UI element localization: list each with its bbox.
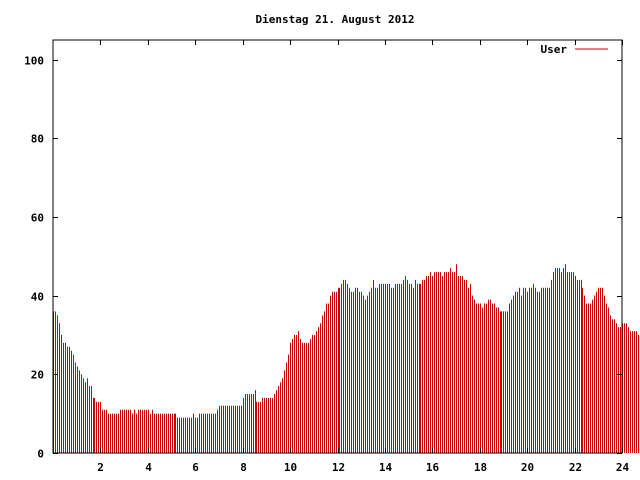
x-tick-label: 24 <box>616 461 630 474</box>
x-tick-label: 14 <box>379 461 393 474</box>
x-tick-label: 6 <box>192 461 199 474</box>
x-tick-label: 4 <box>145 461 152 474</box>
y-axis: 0 20 40 60 80 100 <box>24 55 622 461</box>
x-tick-label: 20 <box>521 461 534 474</box>
plot-frame <box>52 39 623 454</box>
y-tick-label: 20 <box>31 369 44 382</box>
y-tick-label: 0 <box>37 448 44 461</box>
x-tick-label: 10 <box>284 461 297 474</box>
x-axis: 2 4 6 8 10 12 14 16 18 20 22 24 <box>97 40 629 474</box>
x-tick-label: 22 <box>569 461 582 474</box>
bars-group <box>53 264 639 453</box>
y-tick-label: 80 <box>31 133 44 146</box>
legend: User <box>541 43 608 56</box>
x-tick-label: 12 <box>332 461 345 474</box>
x-tick-label: 16 <box>426 461 440 474</box>
y-tick-label: 40 <box>31 291 44 304</box>
x-tick-label: 18 <box>474 461 487 474</box>
y-tick-label: 100 <box>24 55 44 68</box>
y-tick-label: 60 <box>31 212 44 225</box>
x-tick-label: 8 <box>240 461 247 474</box>
legend-label-user: User <box>541 43 568 56</box>
chart-title: Dienstag 21. August 2012 <box>256 13 415 26</box>
x-tick-label: 2 <box>97 461 104 474</box>
